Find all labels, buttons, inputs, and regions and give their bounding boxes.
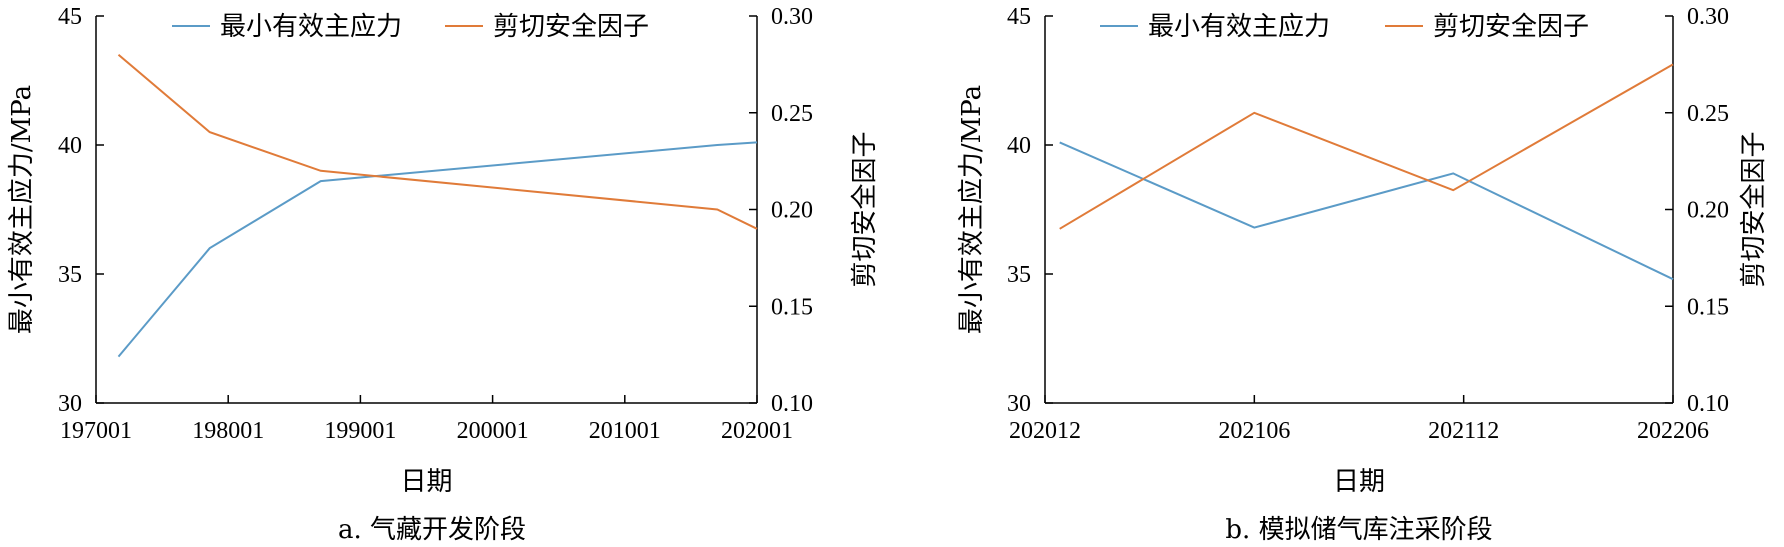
- right-tick-label: 0.10: [771, 391, 813, 417]
- legend-label: 剪切安全因子: [1433, 12, 1589, 42]
- right-tick-label: 0.30: [771, 4, 813, 30]
- left-tick-label: 30: [1007, 391, 1031, 417]
- chart-b: 202012 202106 202112 202206 30 35 40 45 0.10 0.15…: [957, 4, 1769, 545]
- x-tick-label: 202001: [721, 418, 793, 444]
- series-line-stress: [117, 141, 758, 358]
- right-axis-label: 剪切安全因子: [1739, 131, 1769, 287]
- series-line-shear: [117, 53, 758, 230]
- left-tick-label: 30: [58, 391, 82, 417]
- x-axis-label: 日期: [1333, 467, 1385, 497]
- left-tick-label: 40: [1007, 133, 1031, 159]
- left-tick-label: 35: [58, 262, 82, 288]
- right-tick-label: 0.30: [1687, 4, 1729, 30]
- left-axis-label: 最小有效主应力/MPa: [957, 85, 987, 334]
- left-tick-label: 35: [1007, 262, 1031, 288]
- x-tick-label: 198001: [192, 418, 264, 444]
- right-tick-label: 0.25: [1687, 101, 1729, 127]
- left-tick-label: 45: [58, 4, 82, 30]
- left-axis-label: 最小有效主应力/MPa: [7, 85, 37, 334]
- x-tick-label: 201001: [589, 418, 661, 444]
- series-line-shear: [1059, 63, 1674, 230]
- right-tick-label: 0.10: [1687, 391, 1729, 417]
- right-tick-label: 0.20: [1687, 198, 1729, 224]
- x-axis-label: 日期: [400, 467, 452, 497]
- right-axis-label: 剪切安全因子: [850, 131, 880, 287]
- x-tick-label: 202206: [1637, 418, 1709, 444]
- x-tick-label: 199001: [324, 418, 396, 444]
- series-line-stress: [1059, 141, 1674, 281]
- x-tick-label: 202112: [1428, 418, 1499, 444]
- right-tick-label: 0.15: [1687, 294, 1729, 320]
- left-tick-label: 40: [58, 133, 82, 159]
- chart-caption: a. 气藏开发阶段: [338, 515, 526, 545]
- left-tick-label: 45: [1007, 4, 1031, 30]
- x-tick-label: 202106: [1218, 418, 1290, 444]
- right-tick-label: 0.15: [771, 294, 813, 320]
- chart-a: 197001 198001 199001 200001 201001 202001 30 35…: [7, 4, 880, 545]
- x-tick-label: 200001: [457, 418, 529, 444]
- legend-label: 最小有效主应力: [1148, 12, 1330, 42]
- x-tick-label: 202012: [1009, 418, 1081, 444]
- legend-label: 剪切安全因子: [493, 12, 649, 42]
- right-tick-label: 0.20: [771, 198, 813, 224]
- right-tick-label: 0.25: [771, 101, 813, 127]
- legend-label: 最小有效主应力: [220, 12, 402, 42]
- chart-caption: b. 模拟储气库注采阶段: [1225, 515, 1492, 545]
- x-tick-label: 197001: [60, 418, 132, 444]
